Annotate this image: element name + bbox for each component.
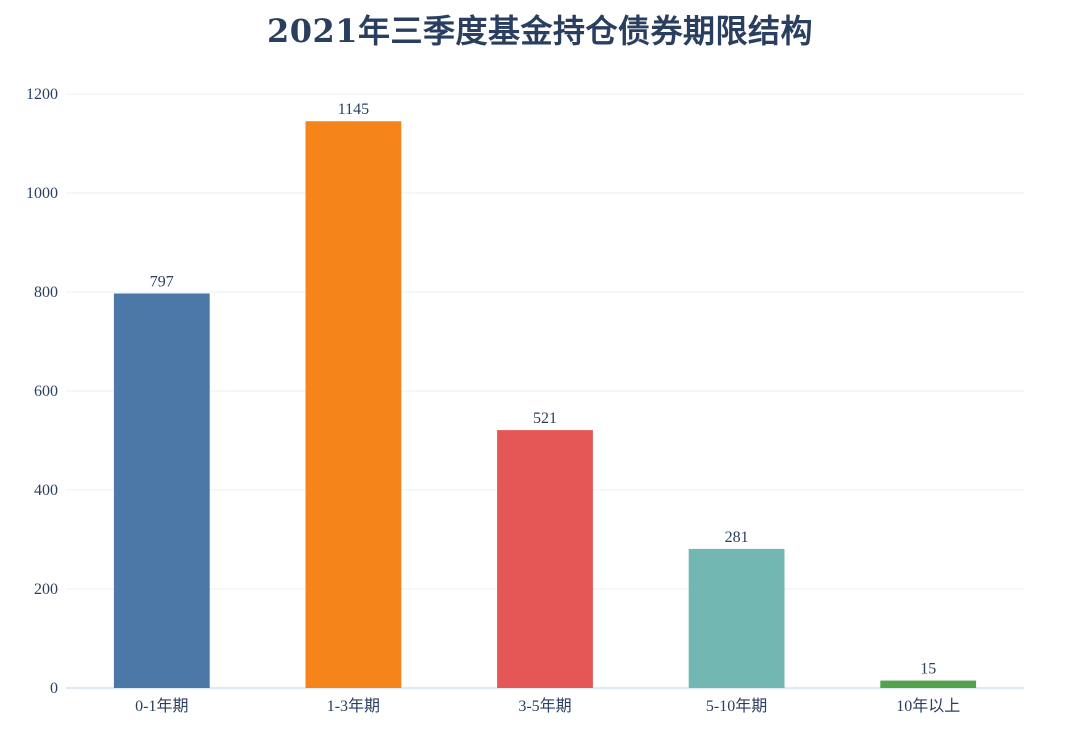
y-tick-label: 600 (34, 383, 58, 400)
y-tick-label: 800 (34, 284, 58, 301)
y-tick-label: 200 (34, 581, 58, 598)
bar (880, 680, 977, 688)
y-tick-label: 0 (50, 680, 58, 697)
bar (113, 293, 210, 688)
bar-value-label: 1145 (338, 101, 369, 118)
bars-layer (113, 121, 977, 689)
x-tick-label: 1-3年期 (327, 697, 380, 715)
y-tick-label: 1200 (26, 86, 58, 103)
bar (305, 121, 402, 689)
bar-value-label: 15 (920, 661, 936, 678)
x-tick-label: 10年以上 (896, 697, 960, 715)
labels-layer: 0 200 400 600 800 1000 1200 797 0-1年期 1145 1-3年期 52… (26, 86, 960, 715)
bar (497, 430, 593, 688)
bar-value-label: 521 (533, 410, 557, 427)
x-tick-label: 0-1年期 (135, 697, 188, 715)
bar (688, 548, 785, 688)
bar-value-label: 797 (150, 273, 174, 290)
y-tick-label: 1000 (26, 185, 58, 202)
bar-value-label: 281 (725, 529, 749, 546)
x-tick-label: 5-10年期 (706, 697, 767, 715)
chart-title: 2021年三季度基金持仓债券期限结构 (266, 12, 814, 50)
y-tick-label: 400 (34, 482, 58, 499)
x-tick-label: 3-5年期 (518, 697, 571, 715)
